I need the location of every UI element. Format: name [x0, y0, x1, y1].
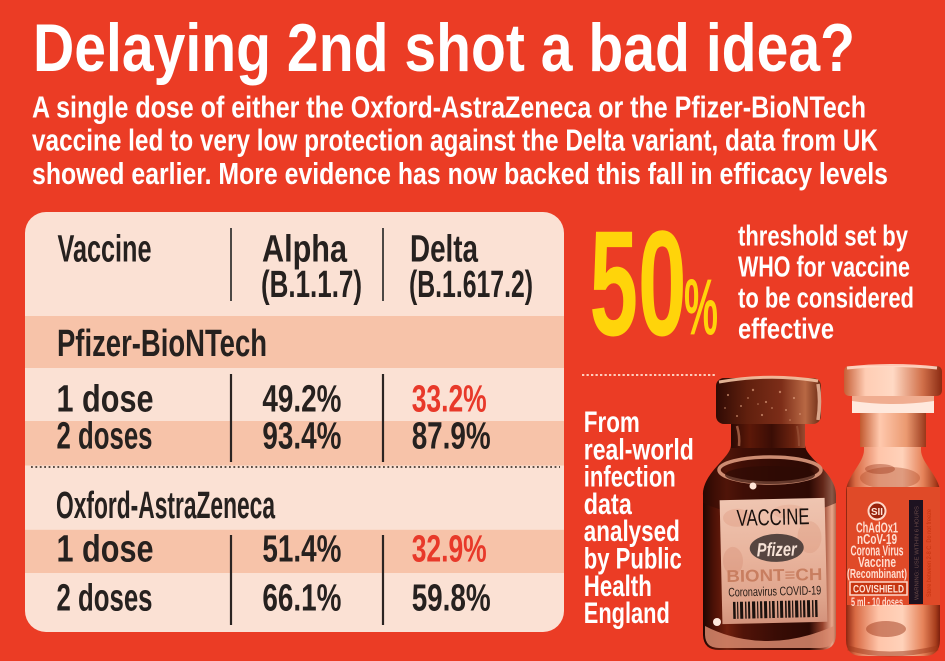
svg-text:by Public: by Public	[584, 543, 682, 576]
svg-text:Store between 2-8 C. Do not fr: Store between 2-8 C. Do not freeze	[927, 508, 933, 597]
svg-text:COVISHIELD: COVISHIELD	[853, 584, 904, 596]
svg-text:50: 50	[590, 199, 687, 367]
svg-text:ChAdOx1: ChAdOx1	[856, 521, 898, 537]
svg-text:Coronavirus COVID-19: Coronavirus COVID-19	[728, 583, 821, 599]
svg-text:From: From	[584, 406, 640, 439]
svg-text:2 doses: 2 doses	[57, 416, 153, 458]
svg-text:Delaying 2nd shot a bad idea?: Delaying 2nd shot a bad idea?	[33, 10, 855, 86]
svg-text:1 dose: 1 dose	[57, 529, 154, 571]
svg-text:Vaccine: Vaccine	[58, 229, 152, 271]
svg-text:showed earlier. More evidence: showed earlier. More evidence has now ba…	[32, 156, 888, 191]
svg-text:real-world: real-world	[584, 433, 694, 466]
svg-text:51.4%: 51.4%	[262, 529, 341, 571]
svg-text:66.1%: 66.1%	[262, 577, 341, 619]
svg-text:infection: infection	[584, 461, 676, 494]
svg-text:analysed: analysed	[584, 515, 680, 548]
svg-text:2 doses: 2 doses	[57, 577, 153, 619]
svg-text:threshold set by: threshold set by	[738, 221, 908, 253]
svg-text:WHO for vaccine: WHO for vaccine	[738, 252, 910, 284]
svg-text:VACCINE: VACCINE	[736, 503, 810, 531]
svg-text:(B.1.1.7): (B.1.1.7)	[261, 264, 362, 306]
svg-text:WARNING: USE WITHIN 6 HOURS: WARNING: USE WITHIN 6 HOURS	[915, 506, 921, 600]
svg-text:Health: Health	[584, 570, 652, 603]
svg-text:Corona Virus: Corona Virus	[851, 544, 904, 560]
svg-text:England: England	[584, 597, 670, 630]
svg-text:vaccine led to very low protec: vaccine led to very low protection again…	[32, 123, 878, 158]
svg-text:nCoV-19: nCoV-19	[857, 532, 897, 548]
svg-text:SII: SII	[871, 507, 883, 518]
svg-text:49.2%: 49.2%	[262, 379, 341, 421]
svg-text:59.8%: 59.8%	[412, 577, 491, 619]
svg-text:data: data	[584, 488, 632, 521]
svg-text:Pfizer: Pfizer	[757, 539, 799, 561]
svg-text:(Recombinant): (Recombinant)	[847, 567, 907, 581]
svg-text:Alpha: Alpha	[262, 229, 348, 271]
svg-text:Pfizer-BioNTech: Pfizer-BioNTech	[57, 323, 267, 365]
svg-text:1 dose: 1 dose	[57, 379, 154, 421]
svg-text:93.4%: 93.4%	[262, 416, 341, 458]
svg-text:Oxford-AstraZeneca: Oxford-AstraZeneca	[56, 485, 276, 527]
svg-text:A single dose of either the Ox: A single dose of either the Oxford-Astra…	[32, 89, 866, 124]
svg-text:to be considered: to be considered	[738, 283, 914, 315]
svg-text:5 ml - 10 doses: 5 ml - 10 doses	[851, 595, 903, 609]
svg-text:33.2%: 33.2%	[412, 379, 487, 421]
svg-text:Vaccine: Vaccine	[858, 555, 896, 571]
svg-text:87.9%: 87.9%	[412, 416, 491, 458]
svg-text:BIONT≡CH: BIONT≡CH	[726, 565, 822, 586]
svg-text:32.9%: 32.9%	[412, 529, 487, 571]
svg-text:%: %	[684, 263, 718, 352]
svg-text:Delta: Delta	[410, 229, 479, 271]
svg-text:effective: effective	[738, 314, 834, 346]
svg-text:(B.1.617.2): (B.1.617.2)	[409, 264, 533, 306]
